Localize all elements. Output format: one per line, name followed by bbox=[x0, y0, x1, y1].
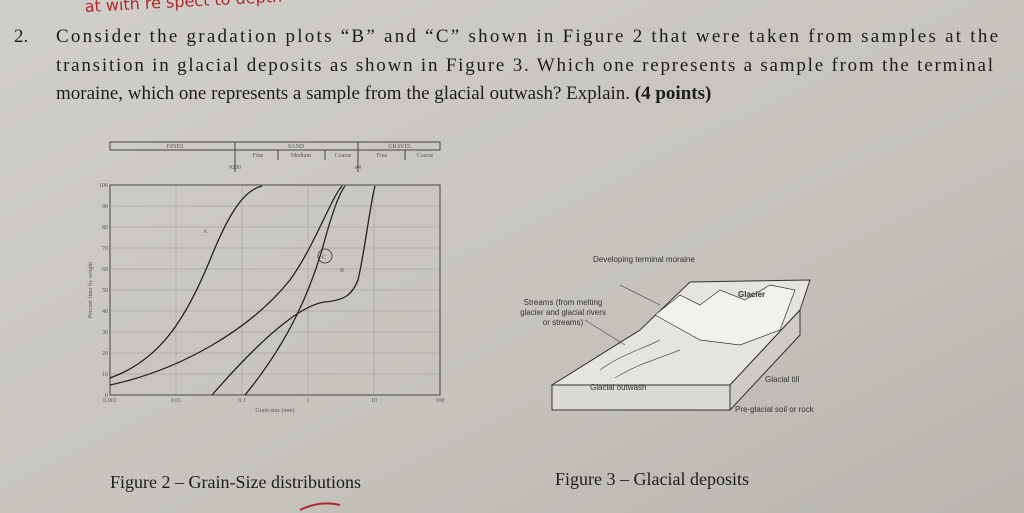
bedrock-label: Pre-glacial soil or rock bbox=[735, 405, 815, 414]
block-side bbox=[729, 308, 801, 412]
subheader-label: Medium bbox=[291, 153, 312, 159]
y-tick-label: 20 bbox=[102, 351, 108, 357]
sieve-label: #4 bbox=[355, 165, 361, 171]
figure-caption: Figure 2 – Grain-Size distributions bbox=[110, 472, 361, 492]
glacier-label: Glacier bbox=[738, 290, 765, 299]
header-label: SAND bbox=[288, 144, 305, 150]
till-label: Glacial till bbox=[765, 375, 799, 384]
streams-label: Streams (from melting glacier and glacia… bbox=[520, 298, 606, 327]
leader bbox=[619, 284, 661, 306]
header-bar bbox=[109, 141, 441, 151]
outwash-label: Glacial outwash bbox=[590, 383, 646, 392]
x-tick-label: 1 bbox=[307, 398, 310, 404]
question-number: 2. bbox=[14, 26, 28, 47]
subheader-label: Fine bbox=[377, 153, 388, 159]
y-tick-label: 40 bbox=[102, 309, 108, 315]
subheader-label: Coarse bbox=[335, 153, 352, 159]
glacier-ice bbox=[654, 284, 796, 346]
question: 2. Consider the gradation plots “B” and … bbox=[14, 26, 998, 104]
grain-size-plot: FINES SAND GRAVEL Fine Medium Coarse Fin… bbox=[87, 141, 445, 492]
subheader-label: Coarse bbox=[417, 153, 434, 159]
glacial-deposits-diagram: Developing terminal moraine Glacier Stre… bbox=[520, 255, 815, 489]
moraine-label: Developing terminal moraine bbox=[593, 255, 695, 264]
curve-marker bbox=[317, 248, 333, 264]
y-tick-label: 90 bbox=[102, 204, 108, 210]
streams-label-box: Streams (from melting glacier and glacia… bbox=[520, 298, 606, 327]
question-line: Consider the gradation plots “B” and “C”… bbox=[56, 26, 998, 47]
pen-mark bbox=[299, 502, 341, 511]
leader bbox=[584, 319, 626, 346]
x-tick-label: 100 bbox=[436, 398, 445, 404]
question-line: moraine, which one represents a sample f… bbox=[56, 83, 711, 104]
question-points: (4 points) bbox=[635, 83, 712, 104]
curve bbox=[109, 185, 263, 379]
header-label: GRAVEL bbox=[388, 144, 412, 150]
curve-label: B bbox=[340, 268, 344, 274]
subheader-label: Fine bbox=[253, 153, 264, 159]
curve bbox=[211, 185, 376, 396]
streams bbox=[599, 339, 681, 379]
x-tick-label: 0.001 bbox=[103, 398, 117, 404]
x-tick-label: 0.1 bbox=[238, 398, 246, 404]
moraine-label: Developing terminal moraine bbox=[593, 255, 695, 264]
header-label: FINES bbox=[167, 144, 184, 150]
curve-label: A bbox=[203, 229, 208, 235]
y-tick-label: 100 bbox=[99, 183, 108, 189]
y-tick-label: 50 bbox=[102, 288, 108, 294]
sieve-label: #200 bbox=[229, 165, 241, 171]
curve-label: C bbox=[322, 255, 326, 261]
moraine-box bbox=[588, 256, 658, 286]
y-tick-label: 80 bbox=[102, 225, 108, 231]
figure-caption: Figure 3 – Glacial deposits bbox=[555, 469, 749, 489]
y-axis-label: Percent finer by weight bbox=[87, 262, 94, 318]
curve bbox=[109, 185, 343, 386]
y-tick-label: 30 bbox=[102, 330, 108, 336]
y-tick-label: 0 bbox=[105, 393, 108, 399]
y-tick-label: 60 bbox=[102, 267, 108, 273]
x-tick-label: 0.01 bbox=[171, 398, 182, 404]
x-axis-label: Grain size (mm) bbox=[255, 407, 294, 414]
question-line: transition in glacial deposits as shown … bbox=[56, 55, 993, 76]
y-tick-label: 10 bbox=[102, 372, 108, 378]
y-tick-label: 70 bbox=[102, 246, 108, 252]
x-tick-label: 10 bbox=[371, 398, 377, 404]
question-line: moraine, which one represents a sample f… bbox=[56, 83, 630, 104]
